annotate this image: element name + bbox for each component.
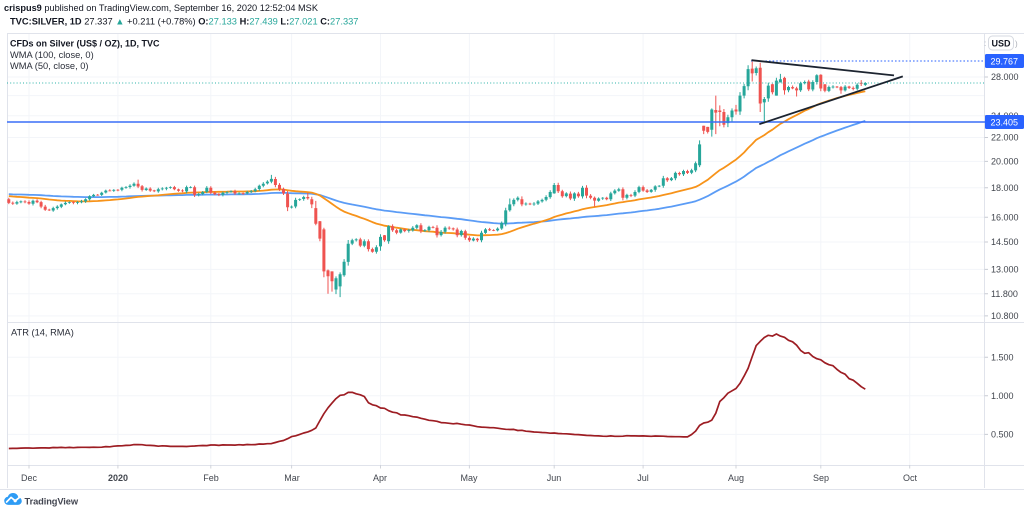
svg-text:Feb: Feb bbox=[203, 473, 219, 483]
svg-text:Oct: Oct bbox=[903, 473, 918, 483]
svg-text:18.000: 18.000 bbox=[991, 183, 1019, 193]
svg-text:CFDs on Silver (US$ / OZ), 1D,: CFDs on Silver (US$ / OZ), 1D, TVC bbox=[10, 39, 160, 49]
svg-text:22.000: 22.000 bbox=[991, 133, 1019, 143]
svg-text:29.767: 29.767 bbox=[991, 56, 1019, 66]
svg-text:TVC:SILVER, 1D 27.337 ▲ +0.211: TVC:SILVER, 1D 27.337 ▲ +0.211 (+0.78%) … bbox=[10, 16, 358, 26]
svg-text:13.000: 13.000 bbox=[991, 265, 1019, 275]
svg-text:WMA (100, close, 0): WMA (100, close, 0) bbox=[10, 50, 94, 60]
svg-text:16.000: 16.000 bbox=[991, 213, 1019, 223]
svg-text:Dec: Dec bbox=[21, 473, 38, 483]
svg-text:USD: USD bbox=[991, 39, 1011, 49]
svg-text:10.800: 10.800 bbox=[991, 311, 1019, 321]
svg-text:Mar: Mar bbox=[284, 473, 300, 483]
svg-text:WMA (50, close, 0): WMA (50, close, 0) bbox=[10, 61, 89, 71]
svg-text:): ) bbox=[1015, 40, 1018, 49]
svg-text:ATR (14, RMA): ATR (14, RMA) bbox=[11, 328, 74, 338]
svg-text:28.000: 28.000 bbox=[991, 72, 1019, 82]
svg-text:23.405: 23.405 bbox=[991, 117, 1019, 127]
svg-text:TradingView: TradingView bbox=[25, 497, 79, 507]
svg-text:0.500: 0.500 bbox=[991, 430, 1014, 440]
svg-text:14.500: 14.500 bbox=[991, 237, 1019, 247]
svg-text:Jun: Jun bbox=[547, 473, 562, 483]
svg-text::: : bbox=[984, 39, 986, 48]
svg-text:20.000: 20.000 bbox=[991, 157, 1019, 167]
svg-text:Jul: Jul bbox=[637, 473, 649, 483]
svg-text:May: May bbox=[460, 473, 478, 483]
svg-text:1.000: 1.000 bbox=[991, 391, 1014, 401]
svg-text:2020: 2020 bbox=[108, 473, 128, 483]
svg-text:11.800: 11.800 bbox=[991, 289, 1018, 299]
svg-text:1.500: 1.500 bbox=[991, 352, 1014, 362]
svg-text:crispus9 published on TradingV: crispus9 published on TradingView.com, S… bbox=[4, 3, 319, 13]
svg-text:Sep: Sep bbox=[813, 473, 829, 483]
svg-text:Apr: Apr bbox=[373, 473, 387, 483]
svg-text:Aug: Aug bbox=[728, 473, 744, 483]
